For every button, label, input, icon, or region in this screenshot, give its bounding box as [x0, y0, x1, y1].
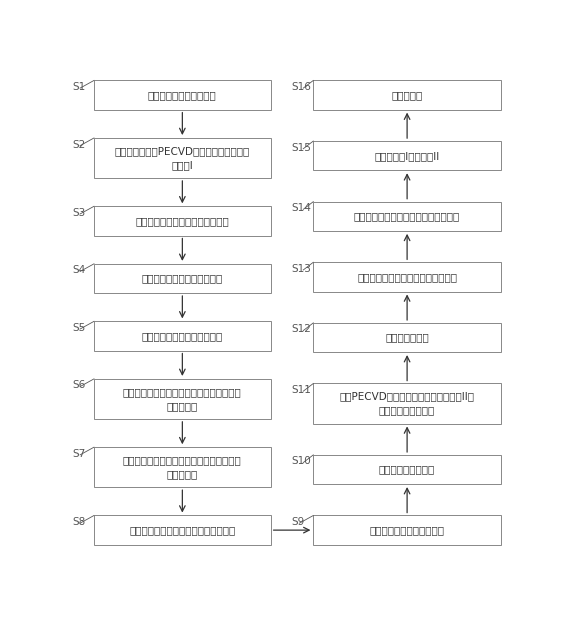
Text: S15: S15	[291, 142, 311, 153]
Bar	[94, 379, 271, 419]
Bar	[314, 202, 501, 231]
Bar	[314, 323, 501, 352]
Bar	[94, 206, 271, 236]
Text: S13: S13	[291, 264, 311, 274]
Text: 在第一透镜层表面形成掩模层: 在第一透镜层表面形成掩模层	[142, 331, 223, 341]
Text: S16: S16	[291, 82, 311, 92]
Text: 刻蚀第一透镜层，形成圆台: 刻蚀第一透镜层，形成圆台	[370, 525, 445, 535]
Text: S3: S3	[72, 208, 85, 218]
Text: S12: S12	[291, 324, 311, 334]
Bar	[314, 384, 501, 423]
Text: 曝光、显影、后烘，并将光刻板上图形转移
到光刻胶层: 曝光、显影、后烘，并将光刻板上图形转移 到光刻胶层	[123, 455, 242, 479]
Text: 对基底层表面做清洗处理: 对基底层表面做清洗处理	[148, 90, 217, 100]
Text: 刻蚀掩模层，去除掩模层上的光刻胶层: 刻蚀掩模层，去除掩模层上的光刻胶层	[129, 525, 235, 535]
Text: S2: S2	[72, 139, 85, 150]
Text: 采用PECVD淀积掺硼、磷的二氧化硅层II，
并进行高温回流处理: 采用PECVD淀积掺硼、磷的二氧化硅层II， 并进行高温回流处理	[340, 391, 475, 415]
Bar	[314, 80, 501, 110]
Text: 生成第一透镜层，并高温退火处理: 生成第一透镜层，并高温退火处理	[135, 216, 229, 226]
Text: 去除圆台上的掩模层: 去除圆台上的掩模层	[379, 464, 435, 475]
Bar	[314, 262, 501, 292]
Bar	[314, 141, 501, 170]
Text: S8: S8	[72, 517, 85, 527]
Text: 旋涂增透层I和增透层II: 旋涂增透层I和增透层II	[375, 150, 440, 161]
Text: S11: S11	[291, 385, 311, 395]
Text: S7: S7	[72, 449, 85, 459]
Bar	[94, 447, 271, 487]
Text: 对基底层的背面进行减薄、抛光处理: 对基底层的背面进行减薄、抛光处理	[357, 272, 457, 282]
Text: 切割机切割: 切割机切割	[392, 90, 423, 100]
Text: S1: S1	[72, 82, 85, 92]
Bar	[94, 264, 271, 293]
Bar	[94, 80, 271, 110]
Bar	[94, 516, 271, 545]
Text: 在基底层上采用PECVD淀积掺硼、磷的二氧
化硅层I: 在基底层上采用PECVD淀积掺硼、磷的二氧 化硅层I	[115, 146, 250, 170]
Text: S10: S10	[291, 456, 311, 467]
Text: 对第一透镜层表面做清洗处理: 对第一透镜层表面做清洗处理	[142, 274, 223, 284]
Text: S6: S6	[72, 381, 85, 391]
Text: S5: S5	[72, 323, 85, 333]
Bar	[314, 455, 501, 484]
Text: 对透镜层表面和基底层背面做清洗处理: 对透镜层表面和基底层背面做清洗处理	[354, 211, 460, 221]
Bar	[94, 321, 271, 350]
Text: S9: S9	[291, 517, 305, 527]
Text: 生成第二透镜层: 生成第二透镜层	[385, 332, 429, 342]
Text: S4: S4	[72, 266, 85, 275]
Text: S14: S14	[291, 203, 311, 213]
Bar	[314, 516, 501, 545]
Text: 在掩模层上旋涂光刻胶层，并进行前烘处理
和自然降温: 在掩模层上旋涂光刻胶层，并进行前烘处理 和自然降温	[123, 387, 242, 411]
Bar	[94, 138, 271, 178]
